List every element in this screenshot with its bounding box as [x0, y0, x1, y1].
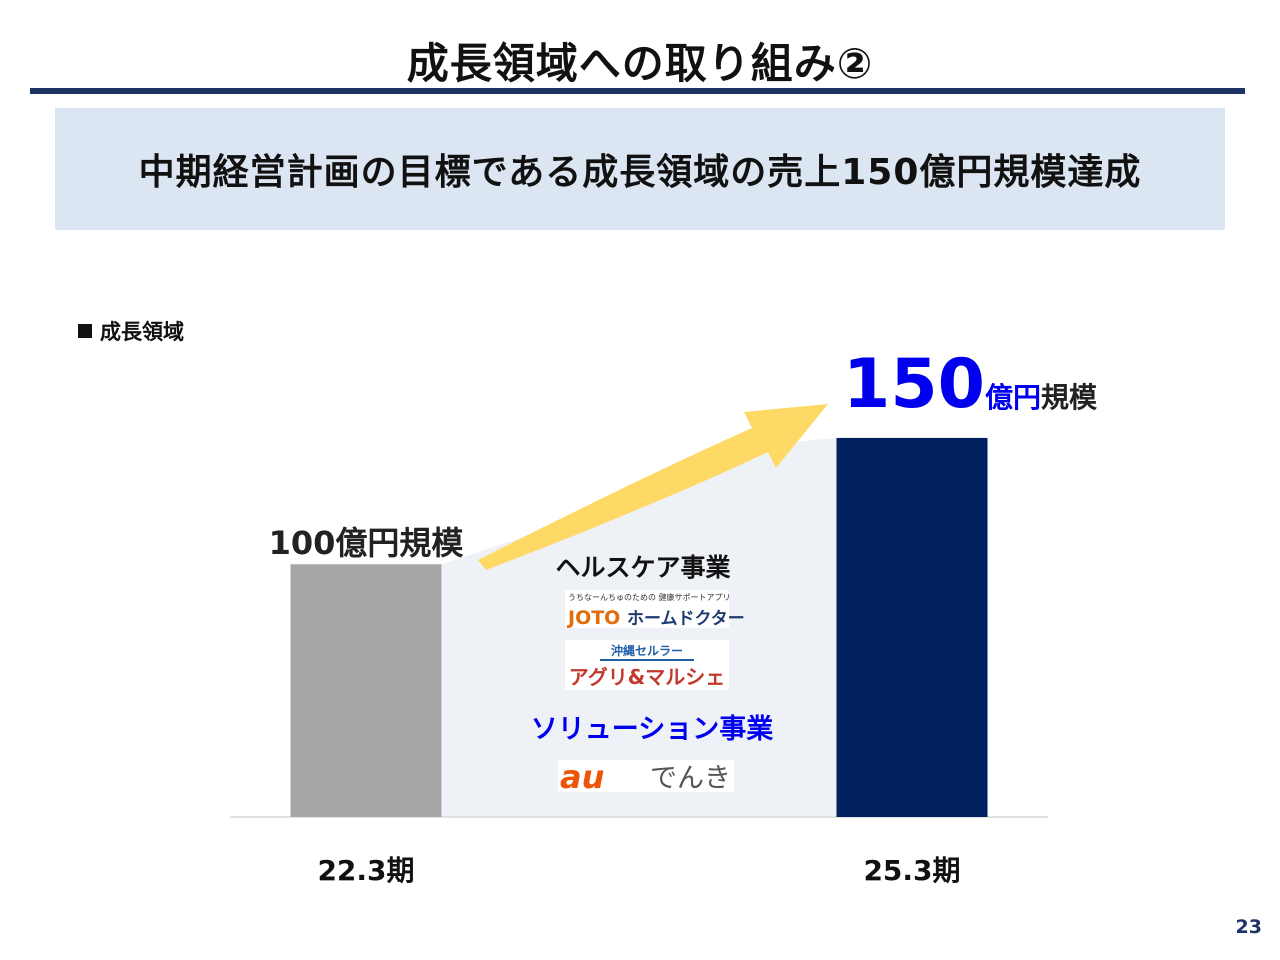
- category-label-22-3: 22.3期: [317, 854, 414, 887]
- segment-label-solution: ソリューション事業: [531, 714, 773, 745]
- section-label: 成長領域: [78, 316, 184, 346]
- joto-brand: JOTO: [566, 607, 620, 629]
- au-denki-logo: au でんき: [558, 758, 734, 796]
- bar-25-3: [836, 437, 988, 817]
- agri-marche-logo: 沖縄セルラー アグリ&マルシェ: [565, 640, 729, 690]
- title-underline: [30, 88, 1245, 94]
- joto-name: ホームドクター: [627, 609, 745, 629]
- joto-tagline: うちなーんちゅのための 健康サポートアプリ: [568, 592, 731, 602]
- agri-main: アグリ&マルシェ: [569, 665, 725, 689]
- page-number: 23: [1235, 916, 1262, 938]
- value-label-25-3: 150億円規模: [843, 345, 1098, 424]
- au-name: でんき: [650, 763, 731, 794]
- target-value-number: 150: [843, 345, 985, 424]
- target-value-unit: 億円: [985, 381, 1041, 414]
- growth-arrow-body: [478, 404, 828, 570]
- segment-label-healthcare: ヘルスケア事業: [555, 553, 730, 582]
- category-label-25-3: 25.3期: [863, 854, 960, 887]
- square-bullet-icon: [78, 324, 92, 338]
- joto-home-doctor-logo: うちなーんちゅのための 健康サポートアプリ JOTO ホームドクター: [565, 590, 745, 629]
- agri-top: 沖縄セルラー: [611, 643, 683, 658]
- section-label-text: 成長領域: [100, 320, 184, 344]
- goal-banner-text: 中期経営計画の目標である成長領域の売上150億円規模達成: [138, 152, 1142, 193]
- value-label-22-3: 100億円規模: [269, 524, 464, 562]
- au-mark: au: [560, 758, 604, 796]
- target-value-suffix: 規模: [1041, 381, 1098, 414]
- goal-banner: 中期経営計画の目標である成長領域の売上150億円規模達成: [55, 108, 1225, 230]
- growth-arrow: [478, 404, 828, 570]
- bar-22-3: [290, 564, 442, 817]
- slide-title: 成長領域への取り組み②: [406, 39, 874, 88]
